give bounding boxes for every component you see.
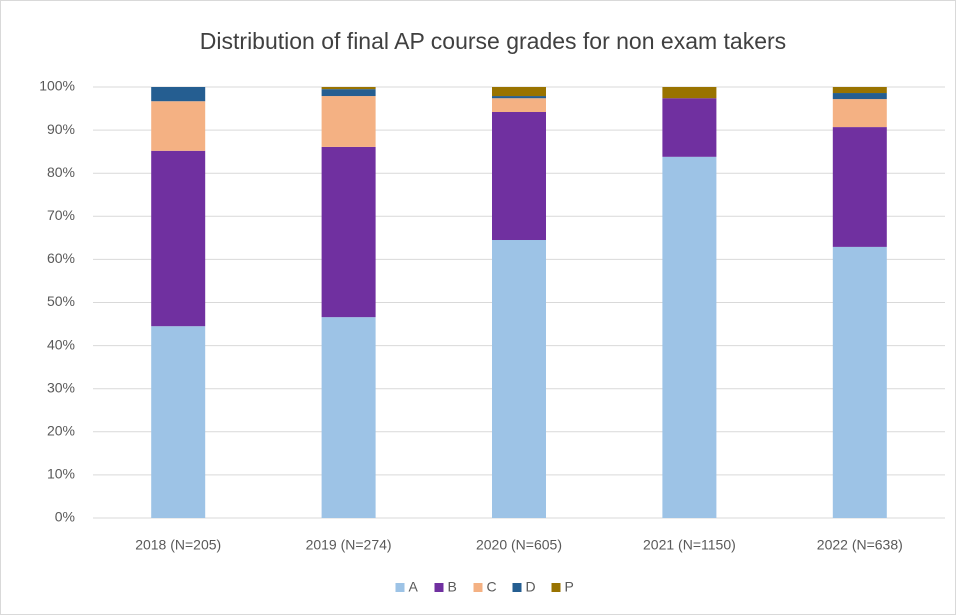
x-tick-label: 2018 (N=205) (135, 537, 221, 553)
legend-label: B (448, 579, 457, 595)
bar-segment (492, 87, 546, 97)
legend-label: C (487, 579, 497, 595)
bar-segment (321, 317, 376, 518)
bar-segment (151, 150, 206, 327)
bar-segment (492, 240, 546, 518)
chart-title: Distribution of final AP course grades f… (200, 28, 786, 54)
bar-segment (321, 96, 376, 147)
legend-swatch (551, 583, 561, 592)
y-tick-label: 50% (47, 293, 75, 309)
y-tick-label: 0% (55, 509, 75, 525)
y-tick-label: 70% (47, 207, 75, 223)
y-tick-label: 60% (47, 250, 75, 266)
y-tick-label: 20% (47, 423, 75, 439)
bar-segment (832, 99, 887, 128)
bar-segment (662, 87, 717, 99)
y-tick-label: 80% (47, 164, 75, 180)
bar-segment (492, 96, 546, 99)
y-tick-label: 90% (47, 121, 75, 137)
bar-segment (492, 111, 546, 241)
bar-segment (662, 98, 717, 157)
legend-swatch (434, 583, 444, 592)
bar-segment (662, 156, 717, 518)
legend-swatch (512, 583, 522, 592)
bar-segment (151, 87, 206, 102)
y-tick-label: 10% (47, 466, 75, 482)
bar-segment (832, 87, 887, 94)
legend-label: D (526, 579, 536, 595)
bar-segment (832, 127, 887, 247)
y-tick-label: 30% (47, 379, 75, 395)
bar-segment (832, 246, 887, 518)
bar-segment (321, 89, 376, 97)
bar-segment (832, 93, 887, 100)
bar-segment (151, 326, 206, 518)
legend-label: P (565, 579, 574, 595)
bar-segment (321, 87, 376, 90)
bar-segment (151, 101, 206, 151)
x-tick-label: 2020 (N=605) (476, 537, 562, 553)
bar-segment (321, 146, 376, 318)
x-tick-label: 2021 (N=1150) (643, 537, 736, 553)
legend-swatch (473, 583, 483, 592)
legend-label: A (409, 579, 419, 595)
legend-swatch (395, 583, 405, 592)
y-tick-label: 40% (47, 336, 75, 352)
x-tick-label: 2022 (N=638) (817, 537, 903, 553)
x-tick-label: 2019 (N=274) (306, 537, 392, 553)
bar-segment (492, 98, 546, 112)
y-tick-label: 100% (39, 78, 75, 94)
